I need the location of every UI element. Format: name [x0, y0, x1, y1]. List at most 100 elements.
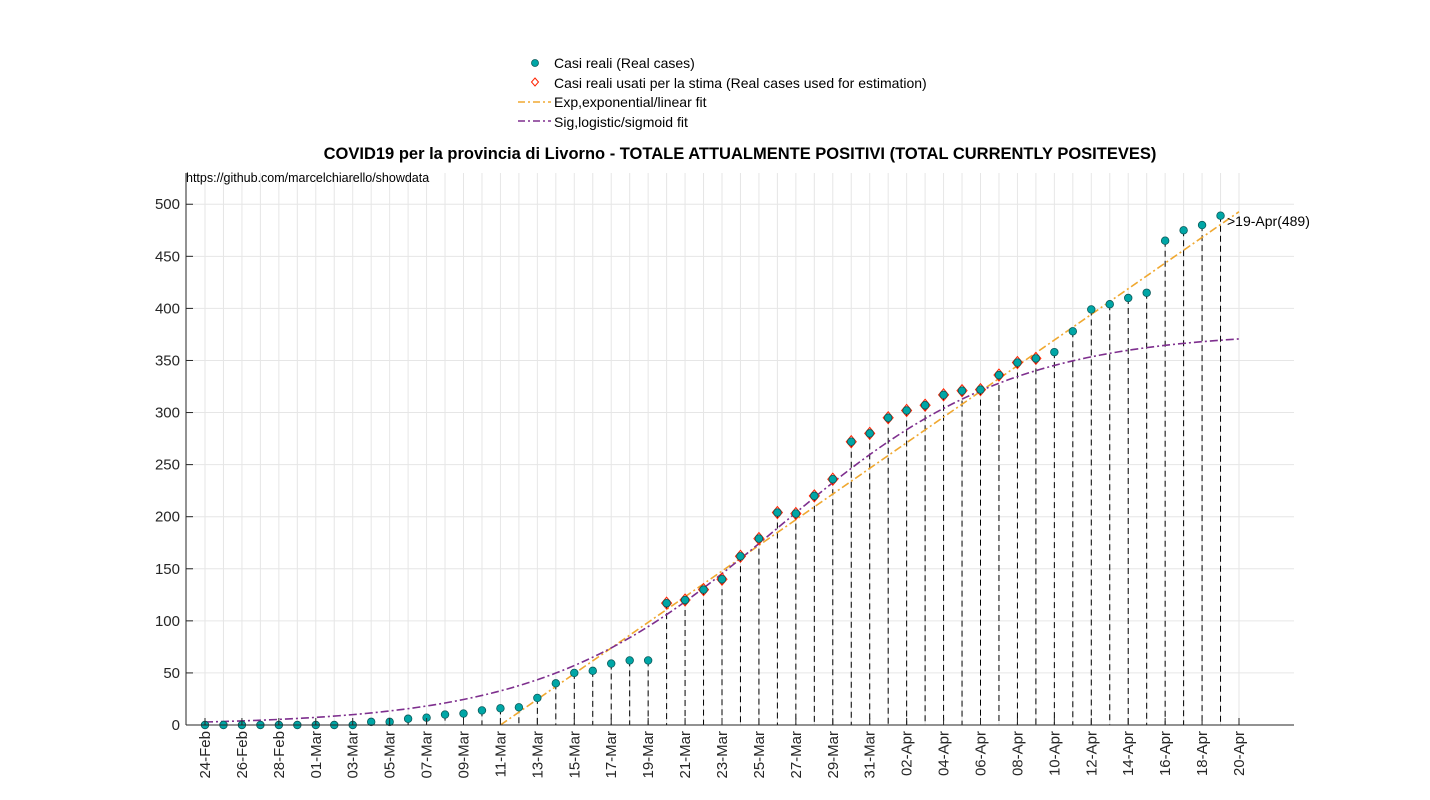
- x-tick-label: 04-Apr: [936, 731, 953, 776]
- real-case-point: [1031, 354, 1041, 363]
- real-case-point: [477, 706, 487, 715]
- real-case-point: [533, 693, 542, 703]
- y-tick-label: 200: [155, 509, 180, 526]
- real-case-point: [625, 656, 634, 665]
- real-case-point: [496, 704, 505, 713]
- real-case-point: [680, 595, 690, 605]
- x-tick-label: 12-Apr: [1083, 731, 1100, 776]
- x-tick-label: 08-Apr: [1009, 731, 1026, 776]
- real-case-point: [1068, 327, 1078, 336]
- y-tick-label: 400: [155, 300, 180, 317]
- x-tick-label: 26-Feb: [234, 731, 251, 779]
- axes: [185, 173, 1294, 726]
- real-case-point: [1050, 347, 1059, 357]
- real-case-point: [883, 413, 893, 422]
- real-case-point: [1013, 358, 1022, 367]
- source-note: https://github.com/marcelchiarello/showd…: [186, 171, 429, 185]
- chart-title: COVID19 per la provincia di Livorno - TO…: [324, 145, 1157, 163]
- real-case-point: [994, 370, 1004, 380]
- x-tick-label: 06-Apr: [973, 731, 990, 776]
- real-case-point: [662, 598, 671, 608]
- real-case-point: [828, 475, 837, 484]
- real-case-point: [459, 709, 468, 718]
- real-case-point: [514, 703, 524, 712]
- real-case-point: [773, 508, 782, 517]
- x-tick-label: 07-Mar: [419, 731, 436, 779]
- real-case-point: [1105, 300, 1114, 309]
- y-tick-label: 500: [155, 196, 180, 213]
- real-case-point: [1179, 226, 1188, 235]
- tick-labels: 0 50 100 150 200 250 300 350 400 450 500 24-Feb 26-F…: [155, 196, 1248, 778]
- y-tick-label: 100: [155, 613, 180, 630]
- real-case-point: [939, 390, 948, 400]
- real-case-point: [551, 679, 561, 688]
- real-case-point: [865, 429, 874, 438]
- legend-marker-estimation-cases: [530, 77, 540, 87]
- x-tick-label: 11-Mar: [492, 731, 509, 777]
- real-case-point: [643, 656, 653, 665]
- y-tick-label: 250: [155, 457, 180, 474]
- y-tick-label: 150: [155, 561, 180, 578]
- real-case-point: [976, 385, 985, 394]
- legend-label-sig-fit: Sig,logistic/sigmoid fit: [554, 114, 688, 130]
- legend: Casi reali (Real cases) Casi reali usati…: [518, 55, 927, 130]
- real-case-point: [717, 574, 727, 584]
- last-value-annotation: >19-Apr(489): [1227, 213, 1310, 229]
- legend-label-real-cases: Casi reali (Real cases): [554, 55, 695, 71]
- real-case-point: [736, 552, 745, 561]
- y-tick-label: 50: [163, 665, 180, 682]
- x-tick-label: 24-Feb: [197, 731, 214, 779]
- x-tick-label: 10-Apr: [1046, 731, 1063, 776]
- real-case-point: [1124, 293, 1133, 303]
- real-case-point: [699, 585, 708, 594]
- real-case-point: [920, 401, 930, 410]
- legend-marker-real-cases: [531, 59, 539, 67]
- x-tick-label: 02-Apr: [899, 731, 916, 776]
- x-tick-label: 31-Mar: [862, 731, 879, 779]
- real-case-point: [607, 659, 616, 668]
- y-tick-label: 300: [155, 405, 180, 422]
- x-tick-label: 05-Mar: [382, 731, 399, 779]
- x-tick-label: 14-Apr: [1120, 731, 1137, 776]
- stems: [370, 215, 1222, 725]
- real-case-point: [1160, 236, 1170, 245]
- x-tick-label: 18-Apr: [1194, 731, 1211, 776]
- y-tick-label: 0: [172, 717, 180, 734]
- real-case-point: [1197, 220, 1207, 230]
- x-tick-label: 03-Mar: [345, 731, 362, 779]
- real-case-point: [588, 666, 597, 676]
- legend-label-exp-fit: Exp,exponential/linear fit: [554, 94, 707, 110]
- x-tick-label: 01-Mar: [308, 731, 325, 779]
- real-case-point: [570, 668, 579, 678]
- x-tick-label: 27-Mar: [788, 731, 805, 779]
- x-tick-label: 21-Mar: [677, 731, 694, 779]
- x-tick-label: 09-Mar: [456, 731, 473, 779]
- real-case-point: [440, 710, 450, 719]
- x-tick-label: 16-Apr: [1157, 731, 1174, 776]
- x-tick-label: 28-Feb: [271, 731, 288, 779]
- x-tick-label: 23-Mar: [714, 731, 731, 779]
- x-tick-label: 20-Apr: [1231, 731, 1248, 776]
- x-tick-label: 17-Mar: [603, 731, 620, 779]
- y-tick-label: 350: [155, 352, 180, 369]
- legend-label-estimation-cases: Casi reali usati per la stima (Real case…: [554, 75, 927, 91]
- real-case-point: [403, 714, 413, 723]
- real-case-point: [902, 406, 911, 415]
- x-tick-label: 25-Mar: [751, 731, 768, 779]
- real-case-point: [1216, 211, 1225, 220]
- real-case-point: [791, 509, 801, 518]
- exp-fit-line: [499, 211, 1240, 726]
- real-case-point: [847, 437, 856, 446]
- x-tick-label: 29-Mar: [825, 731, 842, 779]
- data-points: [200, 211, 1225, 730]
- real-case-point: [1087, 305, 1096, 314]
- real-case-point: [957, 386, 967, 395]
- y-tick-label: 450: [155, 248, 180, 265]
- x-tick-label: 13-Mar: [529, 731, 546, 779]
- x-tick-label: 19-Mar: [640, 731, 657, 779]
- real-case-point: [366, 717, 376, 727]
- real-case-point: [1142, 288, 1151, 297]
- real-case-point: [810, 491, 819, 501]
- real-case-point: [754, 534, 764, 543]
